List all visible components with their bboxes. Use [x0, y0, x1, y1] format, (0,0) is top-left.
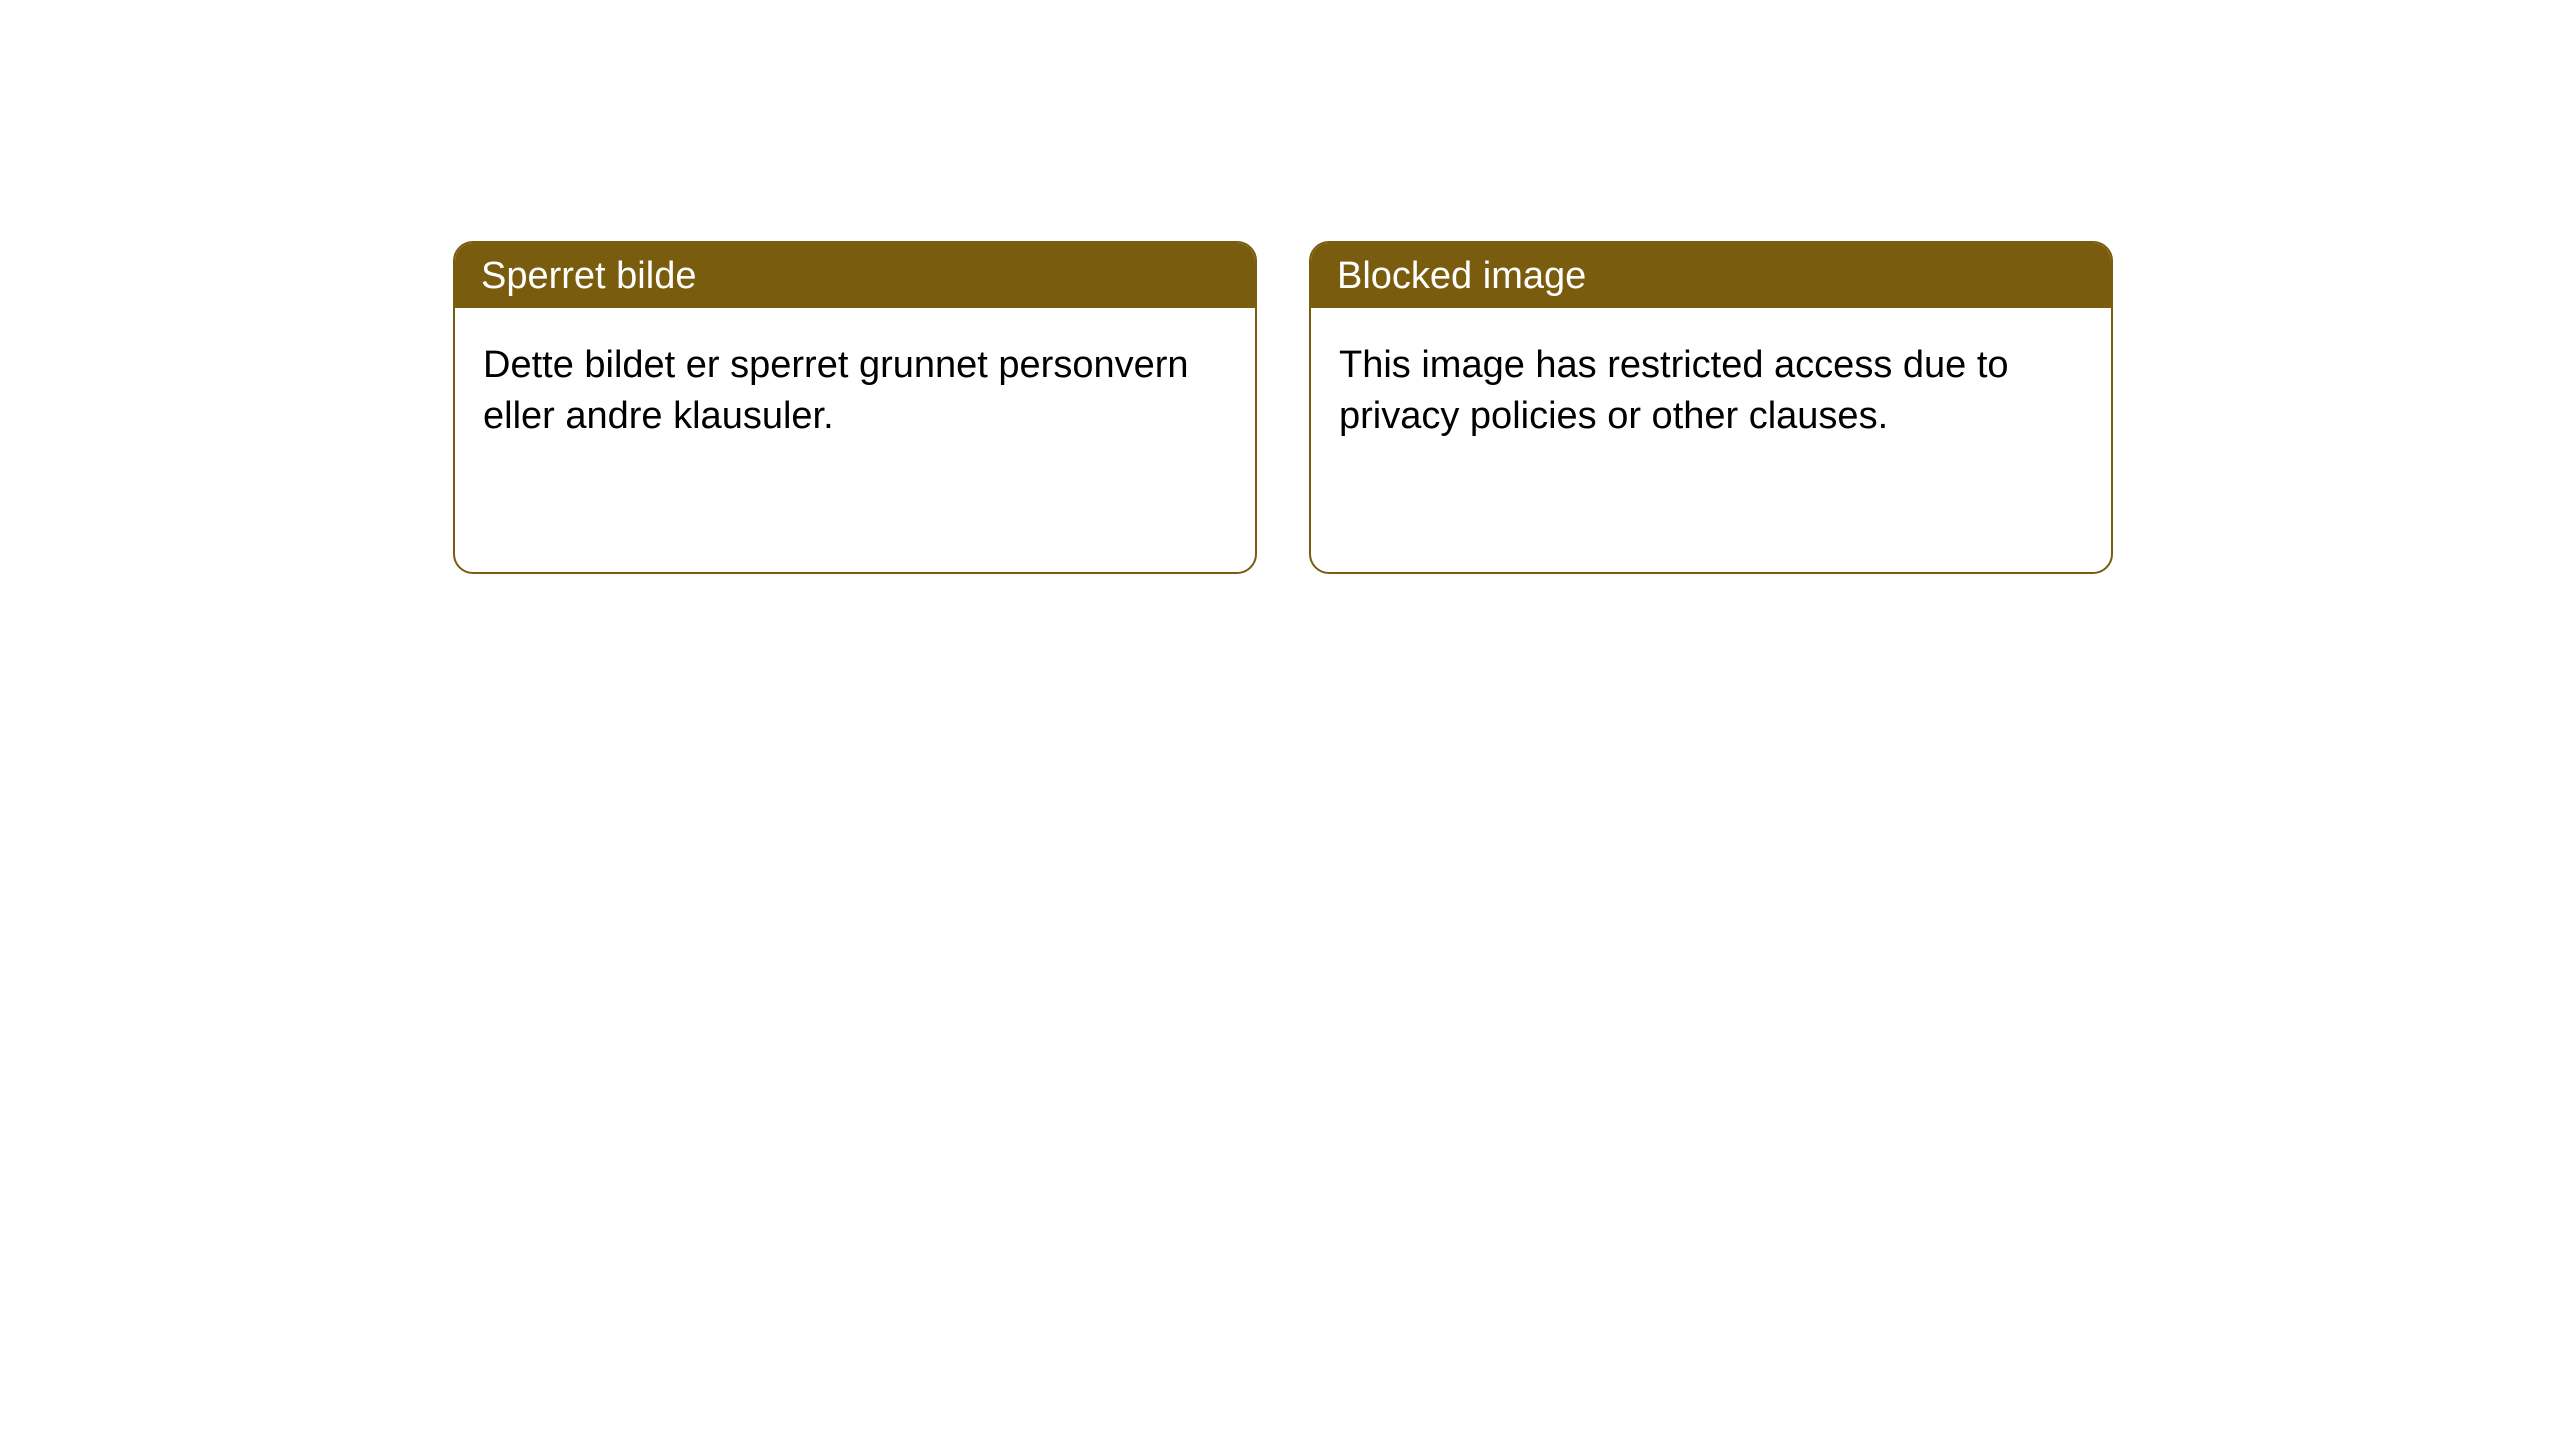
notice-card-header: Blocked image	[1311, 243, 2111, 308]
notice-title: Blocked image	[1337, 255, 1586, 297]
notice-cards-container: Sperret bilde Dette bildet er sperret gr…	[453, 241, 2113, 574]
notice-body-text: This image has restricted access due to …	[1339, 344, 2009, 437]
notice-body-text: Dette bildet er sperret grunnet personve…	[483, 344, 1189, 437]
notice-card-body: Dette bildet er sperret grunnet personve…	[455, 308, 1255, 475]
notice-card-header: Sperret bilde	[455, 243, 1255, 308]
notice-card-norwegian: Sperret bilde Dette bildet er sperret gr…	[453, 241, 1257, 574]
notice-title: Sperret bilde	[481, 255, 696, 297]
notice-card-body: This image has restricted access due to …	[1311, 308, 2111, 475]
notice-card-english: Blocked image This image has restricted …	[1309, 241, 2113, 574]
